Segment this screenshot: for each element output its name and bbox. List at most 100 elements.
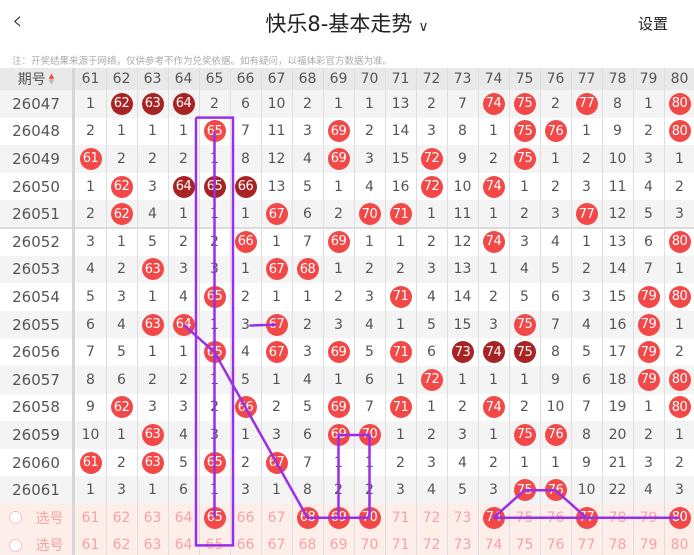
trend-cell: 1 <box>396 371 405 388</box>
column-divider <box>230 68 231 555</box>
select-number-67[interactable]: 67 <box>267 509 286 526</box>
trend-cell: 74 <box>478 173 509 201</box>
select-number-79[interactable]: 79 <box>639 537 658 554</box>
selected-number-ball[interactable]: 80 <box>668 506 691 529</box>
trend-cell: 4 <box>148 206 157 223</box>
drawn-number-ball: 76 <box>544 423 567 446</box>
select-number-68[interactable]: 68 <box>292 504 323 532</box>
selected-number-ball[interactable]: 68 <box>296 506 319 529</box>
trend-cell: 72 <box>416 145 447 173</box>
column-divider <box>602 68 603 555</box>
selected-number-ball[interactable]: 69 <box>327 506 350 529</box>
select-number-71[interactable]: 71 <box>391 509 410 526</box>
select-number-62[interactable]: 62 <box>112 509 131 526</box>
selected-number-ball[interactable]: 70 <box>358 506 381 529</box>
trend-cell: 7 <box>303 454 312 471</box>
select-number-69[interactable]: 69 <box>329 537 348 554</box>
select-number-80[interactable]: 80 <box>664 504 694 532</box>
select-number-71[interactable]: 71 <box>391 537 410 554</box>
settings-button[interactable]: 设置 <box>637 15 668 33</box>
period-cell: 26049 <box>12 149 60 168</box>
select-number-61[interactable]: 61 <box>81 537 100 554</box>
select-number-77[interactable]: 77 <box>577 537 596 554</box>
select-number-62[interactable]: 62 <box>112 537 131 554</box>
select-number-70[interactable]: 70 <box>360 537 379 554</box>
select-number-73[interactable]: 73 <box>453 509 472 526</box>
select-row-label[interactable]: 选号 <box>0 532 72 555</box>
trend-cell: 63 <box>137 90 168 118</box>
trend-cell: 2 <box>334 206 343 223</box>
trend-cell: 5 <box>303 399 312 416</box>
select-number-69[interactable]: 69 <box>323 504 354 532</box>
trend-cell: 62 <box>106 200 137 228</box>
back-button[interactable]: ‹ <box>12 6 22 36</box>
select-number-75[interactable]: 75 <box>515 537 534 554</box>
trend-cell: 80 <box>664 394 694 422</box>
select-number-66[interactable]: 66 <box>236 509 255 526</box>
trend-cell: 3 <box>179 399 188 416</box>
trend-cell: 6 <box>427 344 436 361</box>
select-number-67[interactable]: 67 <box>267 537 286 554</box>
period-header[interactable]: 期号 ▲ ▼ <box>0 68 72 90</box>
trend-cell: 73 <box>447 338 478 366</box>
trend-cell: 6 <box>644 233 653 250</box>
trend-cell: 21 <box>608 454 627 471</box>
select-number-80[interactable]: 80 <box>670 537 689 554</box>
selected-number-ball[interactable]: 65 <box>203 506 226 529</box>
trend-cell: 4 <box>179 288 188 305</box>
selected-number-ball[interactable]: 77 <box>575 506 598 529</box>
trend-cell: 1 <box>551 454 560 471</box>
column-header-67: 67 <box>261 68 292 90</box>
select-row-label[interactable]: 选号 <box>0 504 72 532</box>
trend-cell: 69 <box>323 338 354 366</box>
select-number-64[interactable]: 64 <box>174 509 193 526</box>
trend-cell: 1 <box>675 150 684 167</box>
trend-cell: 1 <box>489 206 498 223</box>
select-number-78[interactable]: 78 <box>608 537 627 554</box>
select-number-76[interactable]: 76 <box>546 537 565 554</box>
trend-cell: 1 <box>582 233 591 250</box>
select-number-72[interactable]: 72 <box>422 537 441 554</box>
select-number-78[interactable]: 78 <box>608 509 627 526</box>
drawn-number-ball: 77 <box>575 92 598 115</box>
trend-cell: 15 <box>608 288 627 305</box>
column-divider <box>292 68 293 555</box>
select-number-79[interactable]: 79 <box>639 509 658 526</box>
drawn-number-ball: 75 <box>513 341 536 364</box>
trend-cell: 3 <box>520 233 529 250</box>
sort-arrows-icon[interactable]: ▲ ▼ <box>48 72 55 86</box>
select-number-70[interactable]: 70 <box>354 504 385 532</box>
trend-cell: 17 <box>608 344 627 361</box>
select-number-64[interactable]: 64 <box>174 537 193 554</box>
select-number-76[interactable]: 76 <box>546 509 565 526</box>
drawn-number-ball: 75 <box>513 120 536 143</box>
trend-cell: 14 <box>453 288 472 305</box>
select-number-72[interactable]: 72 <box>422 509 441 526</box>
trend-cell: 1 <box>489 123 498 140</box>
select-number-63[interactable]: 63 <box>143 509 162 526</box>
column-divider <box>106 68 107 555</box>
select-number-75[interactable]: 75 <box>515 509 534 526</box>
select-number-66[interactable]: 66 <box>236 537 255 554</box>
select-number-73[interactable]: 73 <box>453 537 472 554</box>
trend-cell: 1 <box>86 482 95 499</box>
select-number-61[interactable]: 61 <box>81 509 100 526</box>
selected-number-ball[interactable]: 74 <box>482 506 505 529</box>
trend-cell: 2 <box>179 371 188 388</box>
select-number-65[interactable]: 65 <box>199 504 230 532</box>
trend-cell: 8 <box>582 426 591 443</box>
trend-cell: 1 <box>210 206 219 223</box>
trend-cell: 10 <box>577 482 596 499</box>
trend-cell: 4 <box>117 316 126 333</box>
select-number-65[interactable]: 65 <box>205 537 224 554</box>
select-number-68[interactable]: 68 <box>298 537 317 554</box>
page-title-dropdown[interactable]: 快乐8-基本走势 ∨ <box>0 8 694 38</box>
select-radio[interactable] <box>8 538 22 552</box>
select-number-74[interactable]: 74 <box>478 504 509 532</box>
select-number-63[interactable]: 63 <box>143 537 162 554</box>
trend-cell: 1 <box>210 150 219 167</box>
select-number-77[interactable]: 77 <box>571 504 602 532</box>
select-number-74[interactable]: 74 <box>484 537 503 554</box>
select-radio[interactable] <box>8 511 22 525</box>
trend-cell: 74 <box>478 338 509 366</box>
